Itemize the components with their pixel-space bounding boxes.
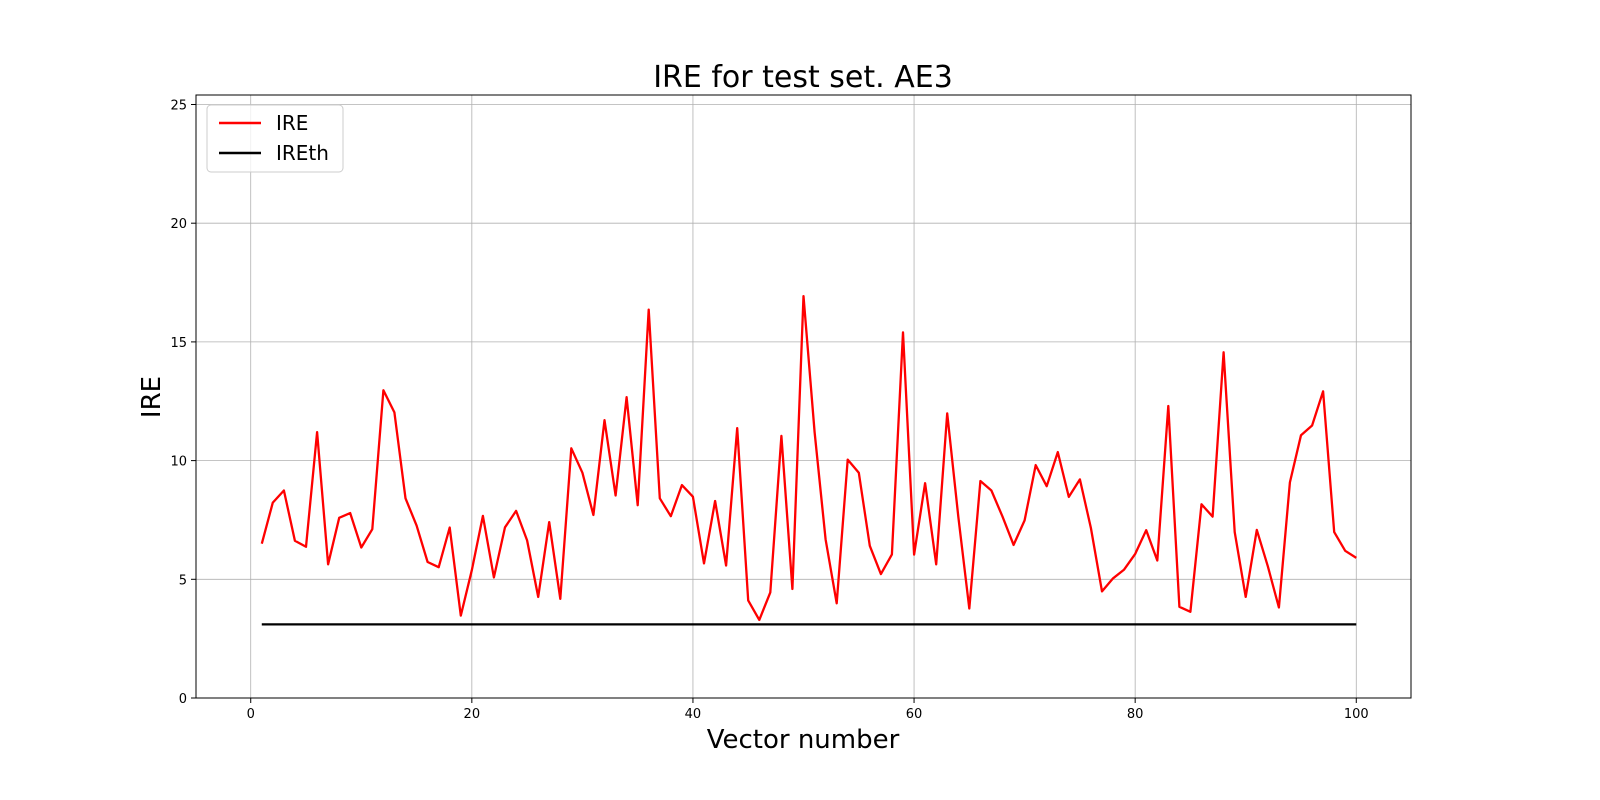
x-tick-label: 100 xyxy=(1344,707,1369,722)
y-tick-label: 15 xyxy=(170,336,187,351)
x-tick-label: 80 xyxy=(1127,707,1144,722)
legend-label-ireth: IREth xyxy=(276,141,329,165)
y-tick-label: 5 xyxy=(179,573,187,588)
y-tick-label: 0 xyxy=(179,692,187,707)
x-tick-label: 0 xyxy=(247,707,255,722)
y-tick-label: 25 xyxy=(170,98,187,113)
legend: IRE IREth xyxy=(206,104,344,173)
x-axis-label: Vector number xyxy=(707,725,900,755)
x-tick-label: 60 xyxy=(906,707,923,722)
plot-frame xyxy=(195,94,1412,699)
ticks: 0 20 40 60 80 100 0 5 10 15 20 25 xyxy=(170,98,1368,722)
x-tick-label: 20 xyxy=(464,707,481,722)
y-axis-label: IRE xyxy=(137,376,167,418)
series-layer xyxy=(260,294,1357,626)
chart-title: IRE for test set. AE3 xyxy=(653,60,953,95)
legend-label-ire: IRE xyxy=(276,111,308,135)
y-tick-label: 10 xyxy=(170,455,187,470)
x-tick-label: 40 xyxy=(685,707,702,722)
series-line-ire xyxy=(260,294,1357,622)
y-tick-label: 20 xyxy=(170,217,187,232)
